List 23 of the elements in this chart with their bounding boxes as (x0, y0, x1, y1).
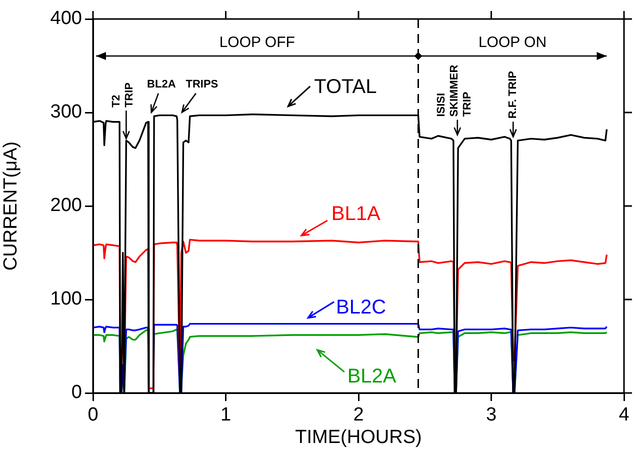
y-tick-label: 200 (50, 195, 82, 216)
annotation: BL2C (336, 296, 386, 318)
annotation: BL2A (347, 365, 397, 388)
annotation: BL1A (331, 203, 382, 226)
annotation: LOOP ON (478, 34, 547, 51)
y-tick-label: 300 (50, 102, 82, 123)
annotation: BL2A (147, 78, 176, 90)
y-axis-title: CURRENT(μA) (0, 141, 22, 271)
y-tick-label: 100 (50, 288, 82, 310)
annotation: T2 TRIP (110, 82, 136, 108)
annotation: TOTAL (314, 76, 377, 98)
annotation: R.F. TRIP (507, 71, 520, 119)
y-tick-label: 0 (71, 382, 82, 404)
annotation: ISISI SKIMMER TRIP (435, 64, 474, 117)
annotation: LOOP OFF (219, 34, 295, 51)
x-tick-label: 2 (353, 404, 364, 426)
x-tick-label: 1 (220, 404, 232, 426)
x-tick-label: 0 (88, 404, 98, 426)
annotation: TRIPS (186, 78, 218, 90)
y-tick-label: 400 (50, 8, 82, 30)
x-axis-title: TIME(HOURS) (295, 426, 422, 448)
x-tick-label: 3 (486, 404, 497, 426)
x-tick-label: 4 (618, 404, 630, 426)
